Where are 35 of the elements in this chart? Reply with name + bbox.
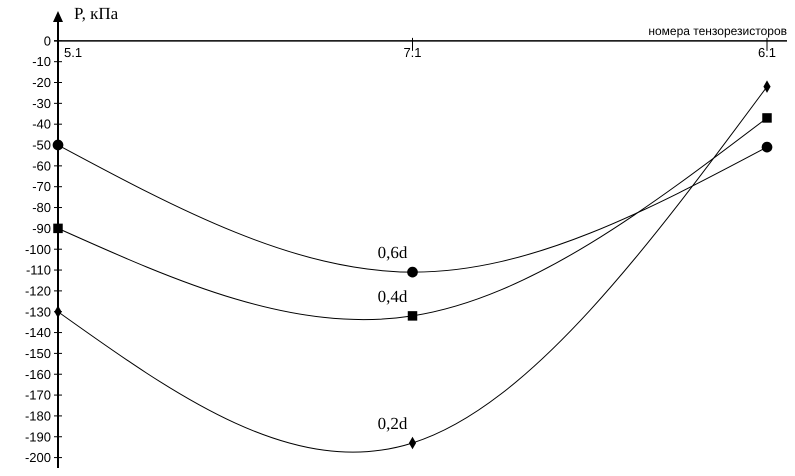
y-axis-title: P, кПа — [74, 4, 119, 23]
y-tick-label: -50 — [32, 138, 51, 153]
point — [408, 311, 418, 321]
x-axis-title: номера тензорезисторов — [648, 24, 787, 38]
x-tick-label: 5.1 — [64, 44, 82, 60]
x-tick-label: 7.1 — [403, 44, 422, 60]
y-tick-label: -20 — [32, 75, 51, 90]
y-tick-label: -80 — [32, 200, 51, 216]
y-tick-label: -120 — [24, 283, 51, 298]
y-tick-label: -180 — [24, 408, 51, 424]
series-label: 0,4d — [378, 286, 408, 306]
y-tick-label: -100 — [24, 242, 51, 257]
y-tick-label: -200 — [24, 450, 51, 466]
y-tick-label: -70 — [32, 179, 51, 194]
point — [52, 140, 64, 150]
y-tick-label: -130 — [24, 304, 51, 320]
point — [762, 113, 772, 123]
series-label: 0,2d — [378, 414, 408, 433]
y-tick-label: -60 — [32, 158, 51, 174]
y-tick-label: 0 — [44, 33, 51, 48]
y-tick-label: -140 — [24, 325, 51, 340]
point — [53, 224, 63, 234]
y-tick-label: -90 — [32, 220, 51, 236]
y-tick-label: -30 — [32, 96, 51, 111]
y-tick-label: -160 — [24, 366, 51, 382]
y-tick-label: -40 — [32, 116, 51, 132]
y-tick-label: -190 — [24, 429, 51, 444]
y-tick-label: -10 — [32, 54, 51, 70]
y-tick-label: -150 — [24, 346, 51, 361]
x-tick-label: 6.1 — [758, 44, 776, 60]
series-label: 0,6d — [378, 243, 408, 262]
point — [407, 266, 418, 278]
y-tick-label: -110 — [26, 262, 51, 278]
y-tick-label: -170 — [24, 388, 51, 403]
point — [762, 142, 772, 152]
